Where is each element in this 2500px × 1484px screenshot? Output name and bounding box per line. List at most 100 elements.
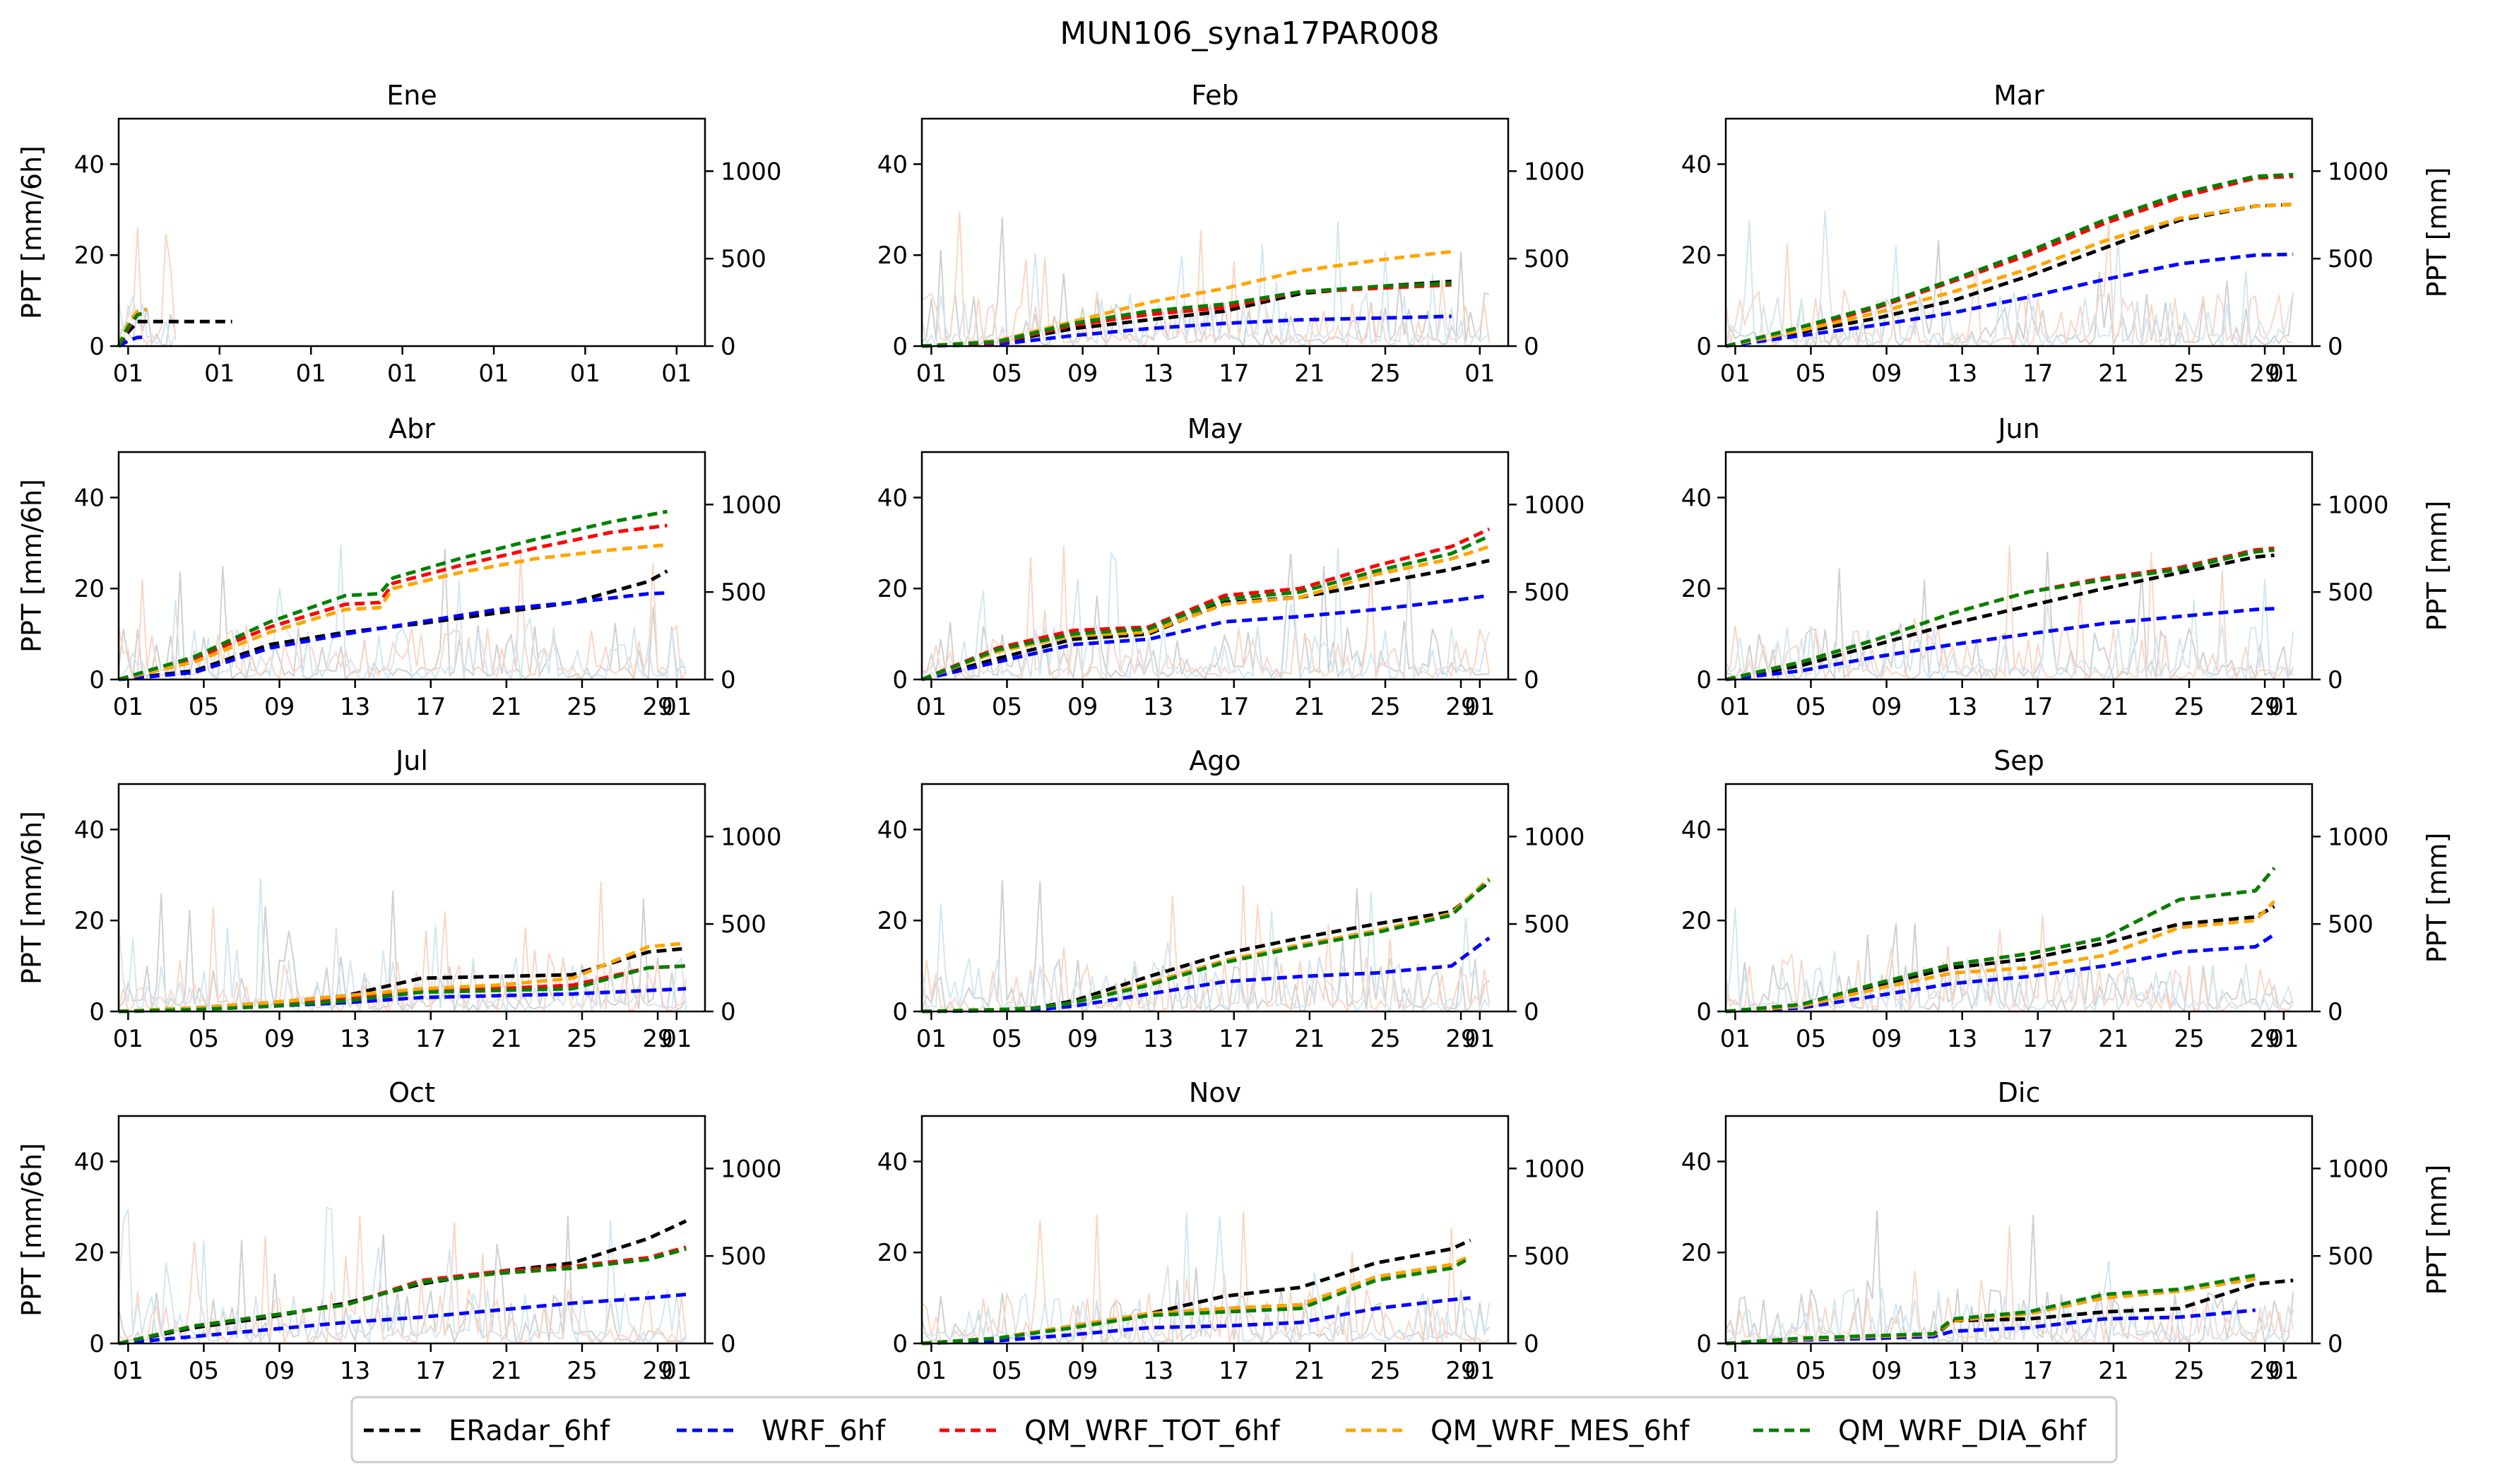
right-tick-label: 500 bbox=[2328, 245, 2374, 273]
left-axis-label: PPT [mm/6h] bbox=[16, 479, 47, 653]
x-tick-label: 25 bbox=[567, 693, 597, 721]
x-tick-label: 01 bbox=[204, 360, 235, 388]
panel-title: Dic bbox=[1998, 1077, 2041, 1108]
left-tick-label: 0 bbox=[1696, 333, 1712, 361]
x-tick-label: 01 bbox=[113, 1025, 143, 1053]
left-tick-label: 20 bbox=[877, 907, 908, 935]
left-tick-label: 20 bbox=[1681, 1239, 1712, 1267]
right-tick-label: 500 bbox=[2328, 1242, 2374, 1271]
x-tick-label: 05 bbox=[992, 1025, 1022, 1053]
background-6h-traces bbox=[1725, 210, 2294, 349]
x-tick-label: 01 bbox=[661, 1025, 692, 1053]
plot-frame bbox=[920, 451, 1510, 681]
x-tick-label: 05 bbox=[189, 1357, 219, 1385]
right-tick-label: 0 bbox=[2328, 333, 2343, 361]
x-tick-label: 01 bbox=[1464, 693, 1495, 721]
x-tick-label: 09 bbox=[1067, 1025, 1098, 1053]
x-tick-label: 21 bbox=[491, 693, 521, 721]
right-tick-label: 0 bbox=[721, 666, 736, 694]
figure-title: MUN106_syna17PAR008 bbox=[1060, 16, 1439, 52]
right-tick-label: 500 bbox=[2328, 910, 2374, 939]
x-tick-label: 05 bbox=[189, 693, 219, 721]
x-tick-label: 17 bbox=[1219, 360, 1249, 388]
series-qm-wrf-dia-6hf bbox=[921, 534, 1491, 682]
x-tick-label: 01 bbox=[1720, 360, 1750, 388]
trace-line bbox=[118, 554, 687, 682]
trace-line bbox=[1725, 552, 2294, 682]
right-tick-label: 500 bbox=[1524, 1242, 1570, 1271]
series-wrf-6hf bbox=[118, 590, 668, 682]
series-eradar-6hf bbox=[1725, 202, 2294, 348]
series-qm-wrf-mes-6hf bbox=[1725, 202, 2294, 348]
left-tick-label: 0 bbox=[1696, 666, 1712, 694]
legend-entry-qm-wrf-mes-6hf: QM_WRF_MES_6hf bbox=[1430, 1415, 1690, 1447]
x-tick-label: 21 bbox=[2098, 1025, 2128, 1053]
x-tick-label: 13 bbox=[340, 1357, 370, 1385]
left-tick-label: 40 bbox=[1681, 816, 1712, 844]
x-tick-label: 01 bbox=[1720, 1357, 1750, 1385]
series-qm-wrf-tot-6hf bbox=[118, 523, 668, 682]
left-tick-label: 40 bbox=[877, 150, 908, 179]
x-tick-label: 21 bbox=[491, 1357, 521, 1385]
series-qm-wrf-tot-6hf bbox=[1725, 174, 2294, 348]
left-tick-label: 40 bbox=[877, 816, 908, 844]
x-tick-label: 01 bbox=[661, 1357, 692, 1385]
trace-line bbox=[1725, 578, 2294, 681]
series-eradar-6hf bbox=[921, 1238, 1471, 1346]
panel-title: Oct bbox=[389, 1077, 435, 1108]
x-tick-label: 25 bbox=[1370, 1025, 1400, 1053]
right-tick-label: 0 bbox=[1524, 998, 1539, 1026]
x-tick-label: 13 bbox=[1143, 1025, 1173, 1053]
x-tick-label: 29 bbox=[2249, 1357, 2280, 1385]
plot-frame bbox=[117, 1115, 706, 1345]
plot-frame bbox=[117, 451, 706, 681]
x-tick-label: 01 bbox=[570, 360, 600, 388]
x-tick-label: 29 bbox=[2249, 693, 2280, 721]
left-tick-label: 40 bbox=[877, 1148, 908, 1176]
legend-entry-wrf-6hf: WRF_6hf bbox=[762, 1415, 886, 1447]
right-tick-label: 1000 bbox=[1524, 1155, 1585, 1183]
x-tick-label: 21 bbox=[1294, 1357, 1325, 1385]
x-tick-label: 13 bbox=[1947, 1025, 1977, 1053]
legend-box bbox=[350, 1396, 2118, 1464]
trace-line bbox=[118, 548, 687, 682]
left-tick-label: 20 bbox=[1681, 575, 1712, 603]
plot-frame bbox=[920, 1115, 1510, 1345]
x-tick-label: 05 bbox=[992, 1357, 1022, 1385]
left-axis-label: PPT [mm/6h] bbox=[16, 146, 47, 319]
right-tick-label: 500 bbox=[721, 578, 766, 607]
left-tick-label: 20 bbox=[1681, 242, 1712, 270]
right-tick-label: 1000 bbox=[721, 1155, 782, 1183]
x-tick-label: 17 bbox=[1219, 1025, 1249, 1053]
trace-line bbox=[1725, 210, 2294, 348]
right-axis-label: PPT [mm] bbox=[2422, 1165, 2453, 1295]
right-tick-label: 0 bbox=[1524, 666, 1539, 694]
left-tick-label: 20 bbox=[74, 1239, 105, 1267]
plot-frame bbox=[1724, 783, 2314, 1013]
x-tick-label: 25 bbox=[2174, 693, 2204, 721]
legend-entry-qm-wrf-tot-6hf: QM_WRF_TOT_6hf bbox=[1024, 1415, 1281, 1447]
series-qm-wrf-tot-6hf bbox=[921, 527, 1491, 682]
right-tick-label: 1000 bbox=[721, 158, 782, 186]
trace-line bbox=[921, 545, 1491, 681]
x-tick-label: 13 bbox=[1143, 1357, 1173, 1385]
series-qm-wrf-dia-6hf bbox=[1725, 172, 2294, 348]
plot-frame bbox=[920, 117, 1510, 348]
panel-ene: Ene 0 20 40 0 500 1000 01 01 01 01 01 01 01 PPT [mm/6h… bbox=[16, 80, 782, 388]
x-tick-label: 05 bbox=[992, 360, 1022, 388]
series-qm-wrf-dia-6hf bbox=[1725, 867, 2276, 1014]
plot-frame bbox=[1724, 451, 2314, 681]
x-tick-label: 13 bbox=[1947, 693, 1977, 721]
x-tick-label: 01 bbox=[1720, 693, 1750, 721]
panel-title: Abr bbox=[389, 413, 435, 444]
x-tick-label: 25 bbox=[1370, 1357, 1400, 1385]
right-tick-label: 0 bbox=[1524, 1330, 1539, 1358]
